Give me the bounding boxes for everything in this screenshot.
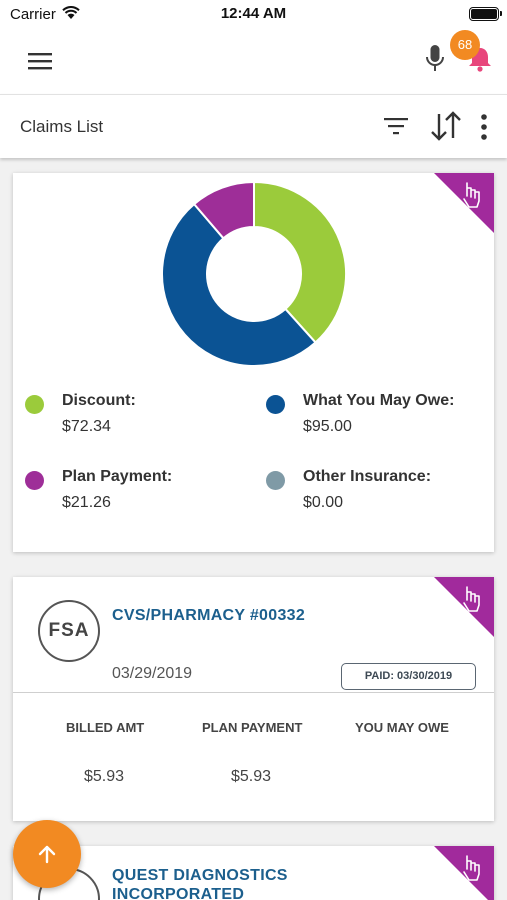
legend-value: $0.00: [303, 494, 344, 511]
more-options-icon[interactable]: [480, 113, 488, 141]
divider: [13, 692, 494, 693]
legend-value: $95.00: [303, 418, 352, 435]
legend-value: $72.34: [62, 418, 111, 435]
provider-name[interactable]: CVS/PHARMACY #00332: [112, 607, 306, 624]
provider-name[interactable]: QUEST DIAGNOSTICS INCORPORATED: [112, 866, 288, 900]
battery-icon: [469, 7, 502, 21]
what-you-may-owe-dot-icon: [266, 395, 285, 414]
claims-summary-card: Discount: $72.34 What You May Owe: $95.0…: [13, 173, 494, 552]
donut-chart: [161, 181, 347, 367]
tap-gesture-corner-tag[interactable]: [434, 846, 494, 900]
legend-label: What You May Owe:: [303, 392, 455, 409]
plan-payment-dot-icon: [25, 471, 44, 490]
sort-icon[interactable]: [430, 111, 462, 141]
page-title: Claims List: [20, 117, 104, 136]
legend-label: Plan Payment:: [62, 468, 173, 485]
donut-slice-what-you-may-owe: [161, 202, 317, 367]
claim-date: 03/29/2019: [112, 665, 193, 682]
plan-payment-value: $5.93: [231, 768, 272, 785]
legend-label: Other Insurance:: [303, 468, 432, 485]
provider-name-line: QUEST DIAGNOSTICS: [112, 867, 288, 884]
claim-card[interactable]: FSA CVS/PHARMACY #00332 03/29/2019 PAID:…: [13, 577, 494, 821]
status-bar: Carrier 12:44 AM: [0, 0, 507, 30]
wifi-icon: [62, 6, 80, 19]
billed-amount-value: $5.93: [84, 768, 125, 785]
arrow-up-icon: [38, 845, 56, 864]
scroll-to-top-button[interactable]: [13, 820, 81, 888]
legend-label: Discount:: [62, 392, 136, 409]
page-header: Claims List: [0, 94, 507, 158]
billed-amount-header: BILLED AMT: [66, 720, 145, 735]
you-may-owe-header: YOU MAY OWE: [355, 720, 449, 735]
other-insurance-dot-icon: [266, 471, 285, 490]
clock: 12:44 AM: [220, 5, 287, 22]
provider-name-line: INCORPORATED: [112, 886, 245, 900]
discount-dot-icon: [25, 395, 44, 414]
donut-slice-discount: [253, 181, 347, 344]
donut-slice-plan-payment: [192, 181, 255, 240]
menu-icon[interactable]: [28, 52, 52, 70]
fsa-logo: FSA: [38, 600, 100, 662]
filter-icon[interactable]: [384, 117, 408, 135]
paid-status-badge: PAID: 03/30/2019: [341, 663, 476, 690]
notification-count-badge[interactable]: 68: [450, 30, 480, 60]
plan-payment-header: PLAN PAYMENT: [202, 720, 303, 735]
claim-card[interactable]: QUEST DIAGNOSTICS INCORPORATED: [13, 846, 494, 900]
legend-value: $21.26: [62, 494, 111, 511]
app-bar: 68: [0, 30, 507, 94]
carrier-label: Carrier: [10, 6, 56, 23]
tap-gesture-corner-tag[interactable]: [434, 577, 494, 637]
microphone-icon[interactable]: [425, 44, 445, 74]
tap-gesture-corner-tag[interactable]: [434, 173, 494, 233]
